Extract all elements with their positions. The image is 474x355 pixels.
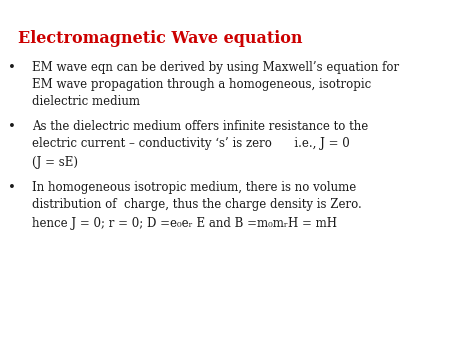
Text: •: •	[8, 120, 16, 133]
Text: distribution of  charge, thus the charge density is Zero.: distribution of charge, thus the charge …	[32, 198, 362, 211]
Text: dielectric medium: dielectric medium	[32, 95, 140, 108]
Text: In homogeneous isotropic medium, there is no volume: In homogeneous isotropic medium, there i…	[32, 181, 356, 194]
Text: •: •	[8, 181, 16, 194]
Text: EM wave eqn can be derived by using Maxwell’s equation for: EM wave eqn can be derived by using Maxw…	[32, 61, 399, 74]
Text: electric current – conductivity ‘s’ is zero      i.e., J = 0: electric current – conductivity ‘s’ is z…	[32, 137, 350, 150]
Text: As the dielectric medium offers infinite resistance to the: As the dielectric medium offers infinite…	[32, 120, 368, 133]
Text: •: •	[8, 61, 16, 74]
Text: Electromagnetic Wave equation: Electromagnetic Wave equation	[18, 30, 302, 47]
Text: hence J = 0; r = 0; D =e₀eᵣ E and B =m₀mᵣH = mH: hence J = 0; r = 0; D =e₀eᵣ E and B =m₀m…	[32, 217, 337, 230]
Text: EM wave propagation through a homogeneous, isotropic: EM wave propagation through a homogeneou…	[32, 78, 371, 91]
Text: (J = sE): (J = sE)	[32, 156, 78, 169]
